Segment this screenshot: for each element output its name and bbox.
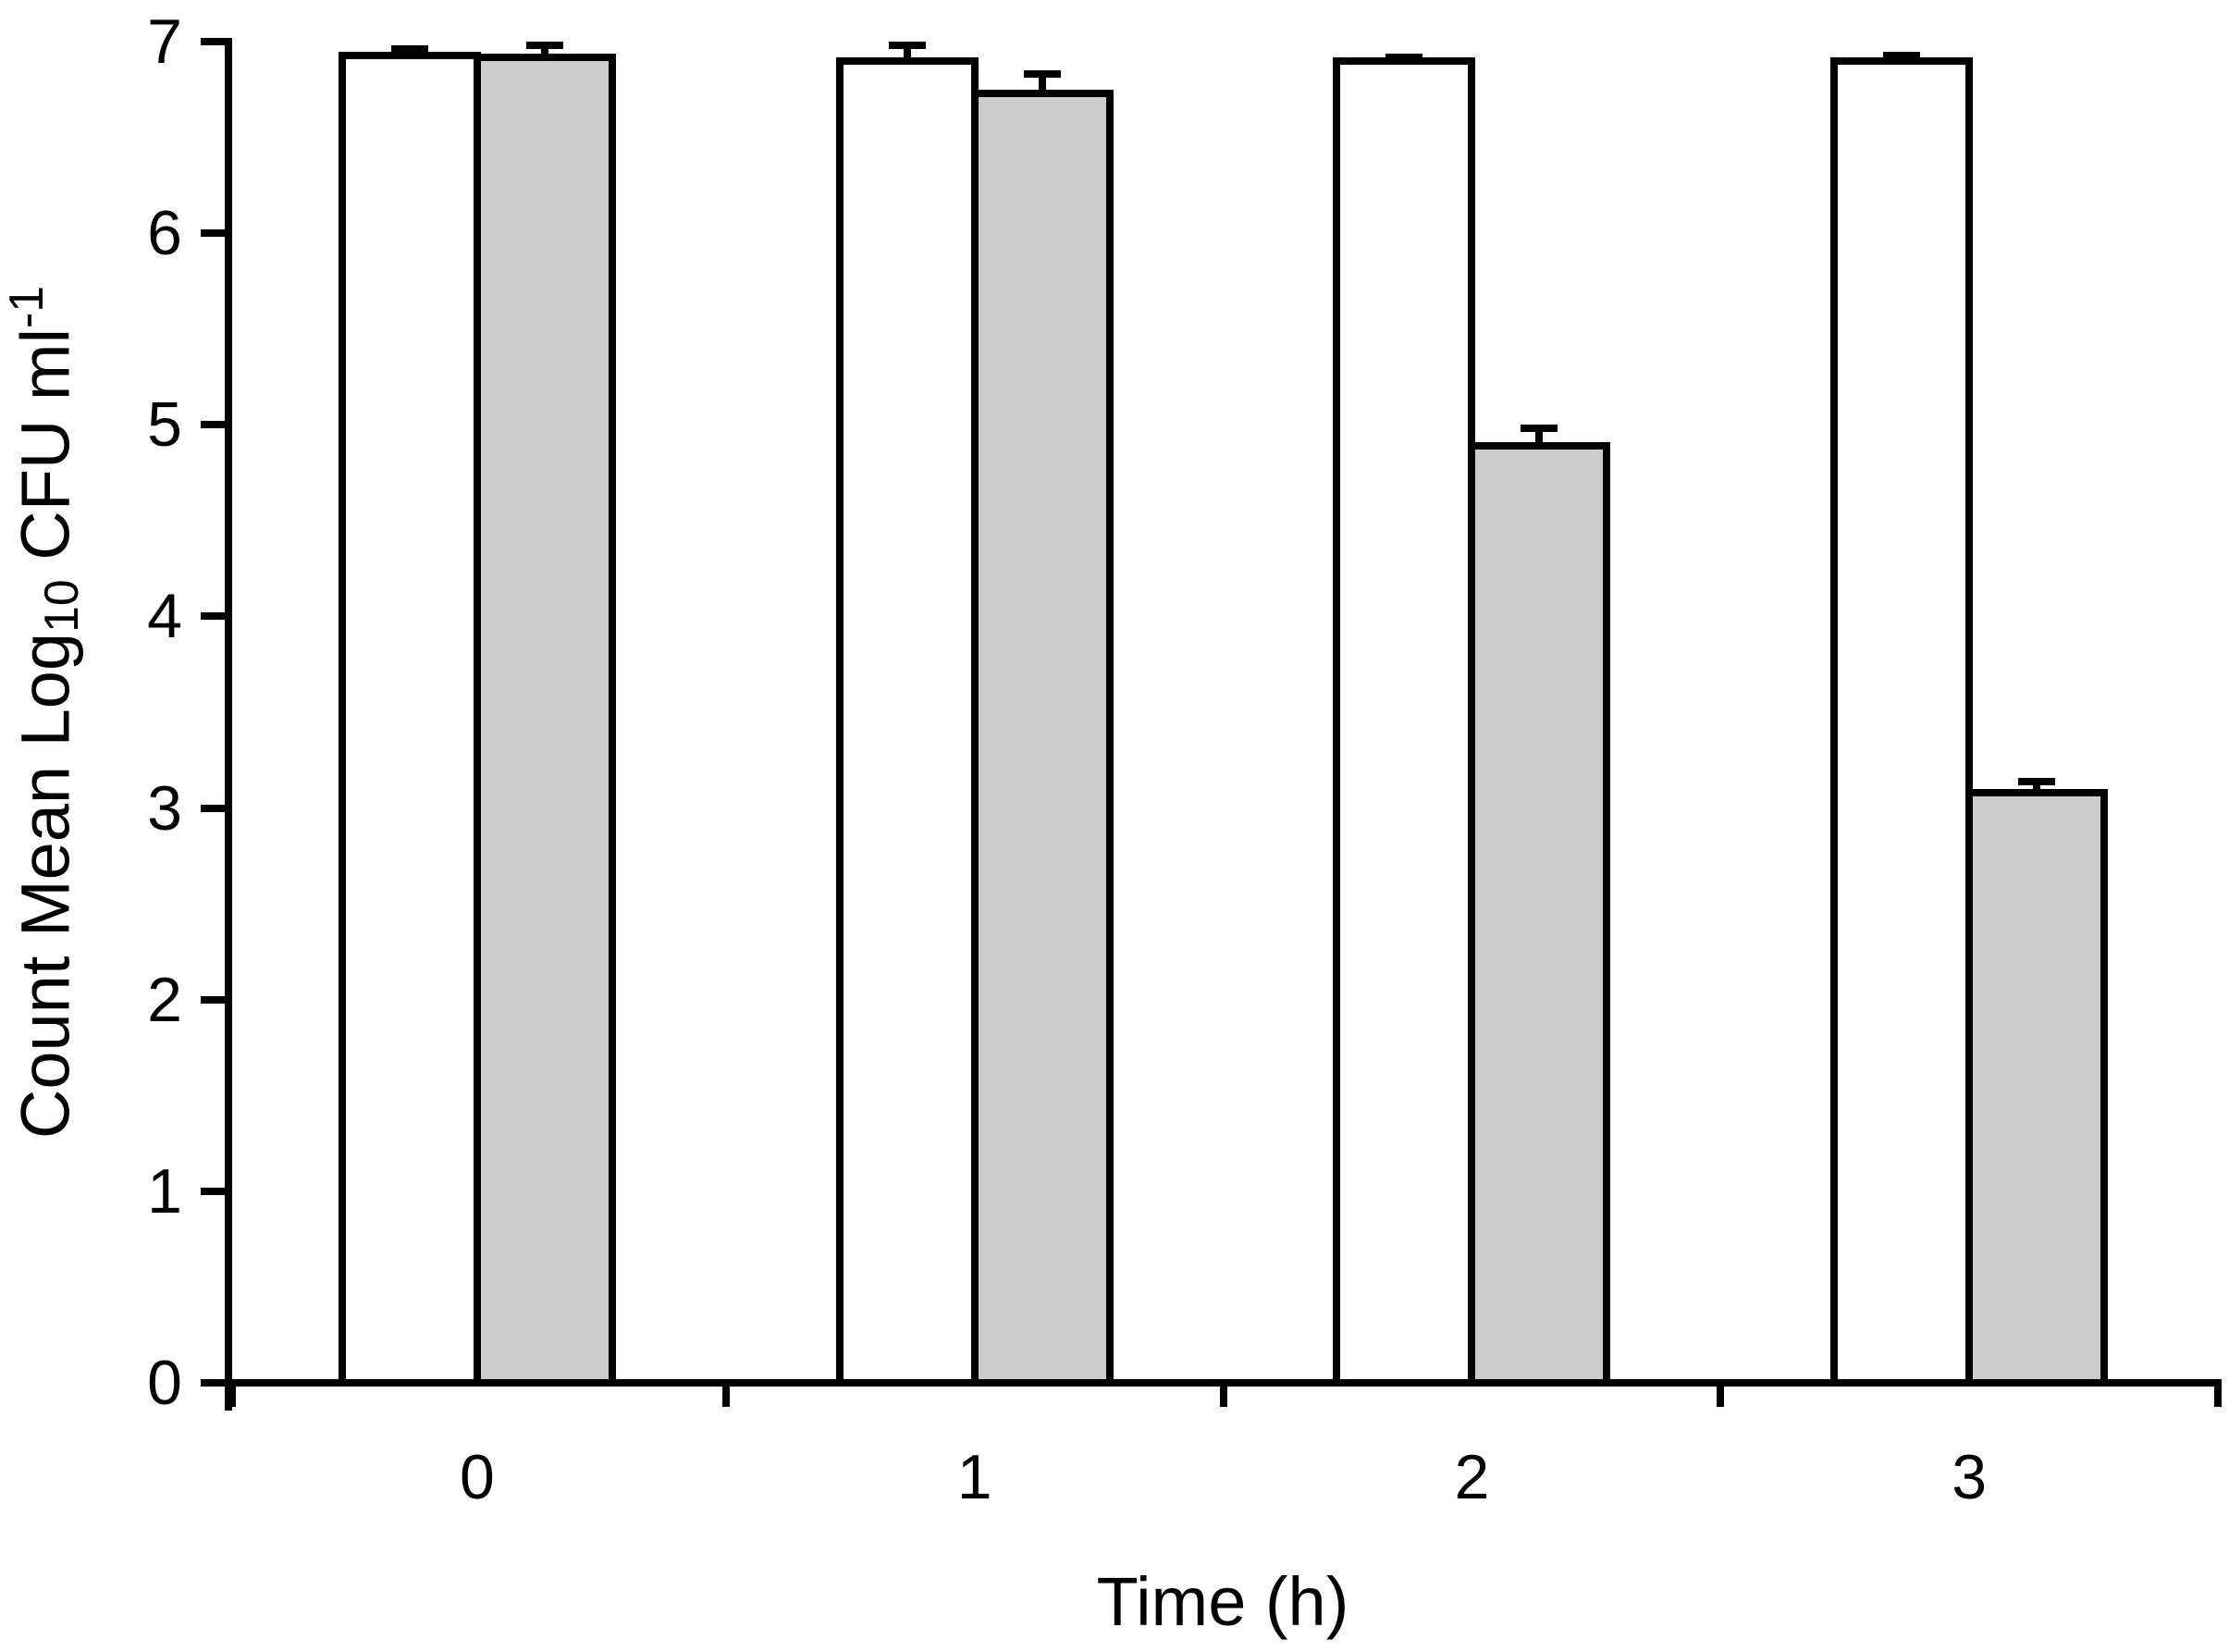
error-bar-cap-white-t2 (1385, 53, 1423, 61)
y-tick-label: 6 (147, 198, 182, 269)
error-bar-cap-white-t0 (390, 45, 428, 54)
y-tick (201, 421, 225, 429)
y-axis-title-prefix: Count Mean Log (6, 632, 84, 1140)
y-tick-label: 5 (147, 389, 182, 461)
y-tick (201, 229, 225, 238)
y-tick (201, 1379, 225, 1387)
x-category-label: 1 (956, 1442, 992, 1512)
y-tick-label: 1 (147, 1155, 182, 1227)
error-bar-stem-gray-t2 (1535, 428, 1544, 454)
error-bar-cap-gray-t0 (525, 42, 563, 50)
y-tick (201, 1187, 225, 1195)
x-tick (721, 1383, 730, 1407)
y-tick (201, 612, 225, 621)
x-category-label: 0 (459, 1442, 495, 1512)
bar-white-t0 (338, 51, 481, 1387)
error-bar-stem-gray-t1 (1038, 74, 1046, 101)
x-tick (2214, 1383, 2222, 1407)
bar-white-t3 (1830, 56, 1974, 1387)
y-axis-title-superscript: -1 (0, 285, 54, 328)
bar-gray-t1 (970, 89, 1114, 1387)
error-bar-cap-white-t1 (888, 42, 926, 50)
bar-gray-t0 (473, 53, 616, 1387)
y-tick (201, 995, 225, 1004)
x-tick (1219, 1383, 1227, 1407)
x-tick (228, 1383, 236, 1407)
bar-white-t2 (1333, 56, 1476, 1387)
y-tick-label: 3 (147, 772, 182, 844)
error-bar-cap-gray-t1 (1023, 70, 1061, 79)
x-tick (1717, 1383, 1725, 1407)
y-tick-label: 7 (147, 6, 182, 77)
bar-gray-t3 (1965, 789, 2109, 1387)
x-category-label: 3 (1952, 1442, 1988, 1512)
error-bar-cap-gray-t3 (2018, 777, 2056, 785)
bar-white-t1 (835, 56, 979, 1387)
y-axis-line (225, 38, 232, 1411)
y-tick (201, 804, 225, 812)
bar-gray-t2 (1468, 442, 1611, 1387)
error-bar-cap-gray-t2 (1521, 425, 1558, 433)
y-tick-label: 4 (147, 581, 182, 652)
y-tick-label: 0 (147, 1348, 182, 1418)
error-bar-stem-white-t1 (903, 45, 911, 68)
y-tick (201, 38, 225, 45)
x-axis-line (225, 1379, 2222, 1387)
x-axis-title: Time (h) (1096, 1563, 1349, 1640)
error-bar-cap-white-t3 (1883, 51, 1921, 59)
y-tick-label: 2 (147, 964, 182, 1035)
x-category-label: 2 (1454, 1442, 1490, 1512)
